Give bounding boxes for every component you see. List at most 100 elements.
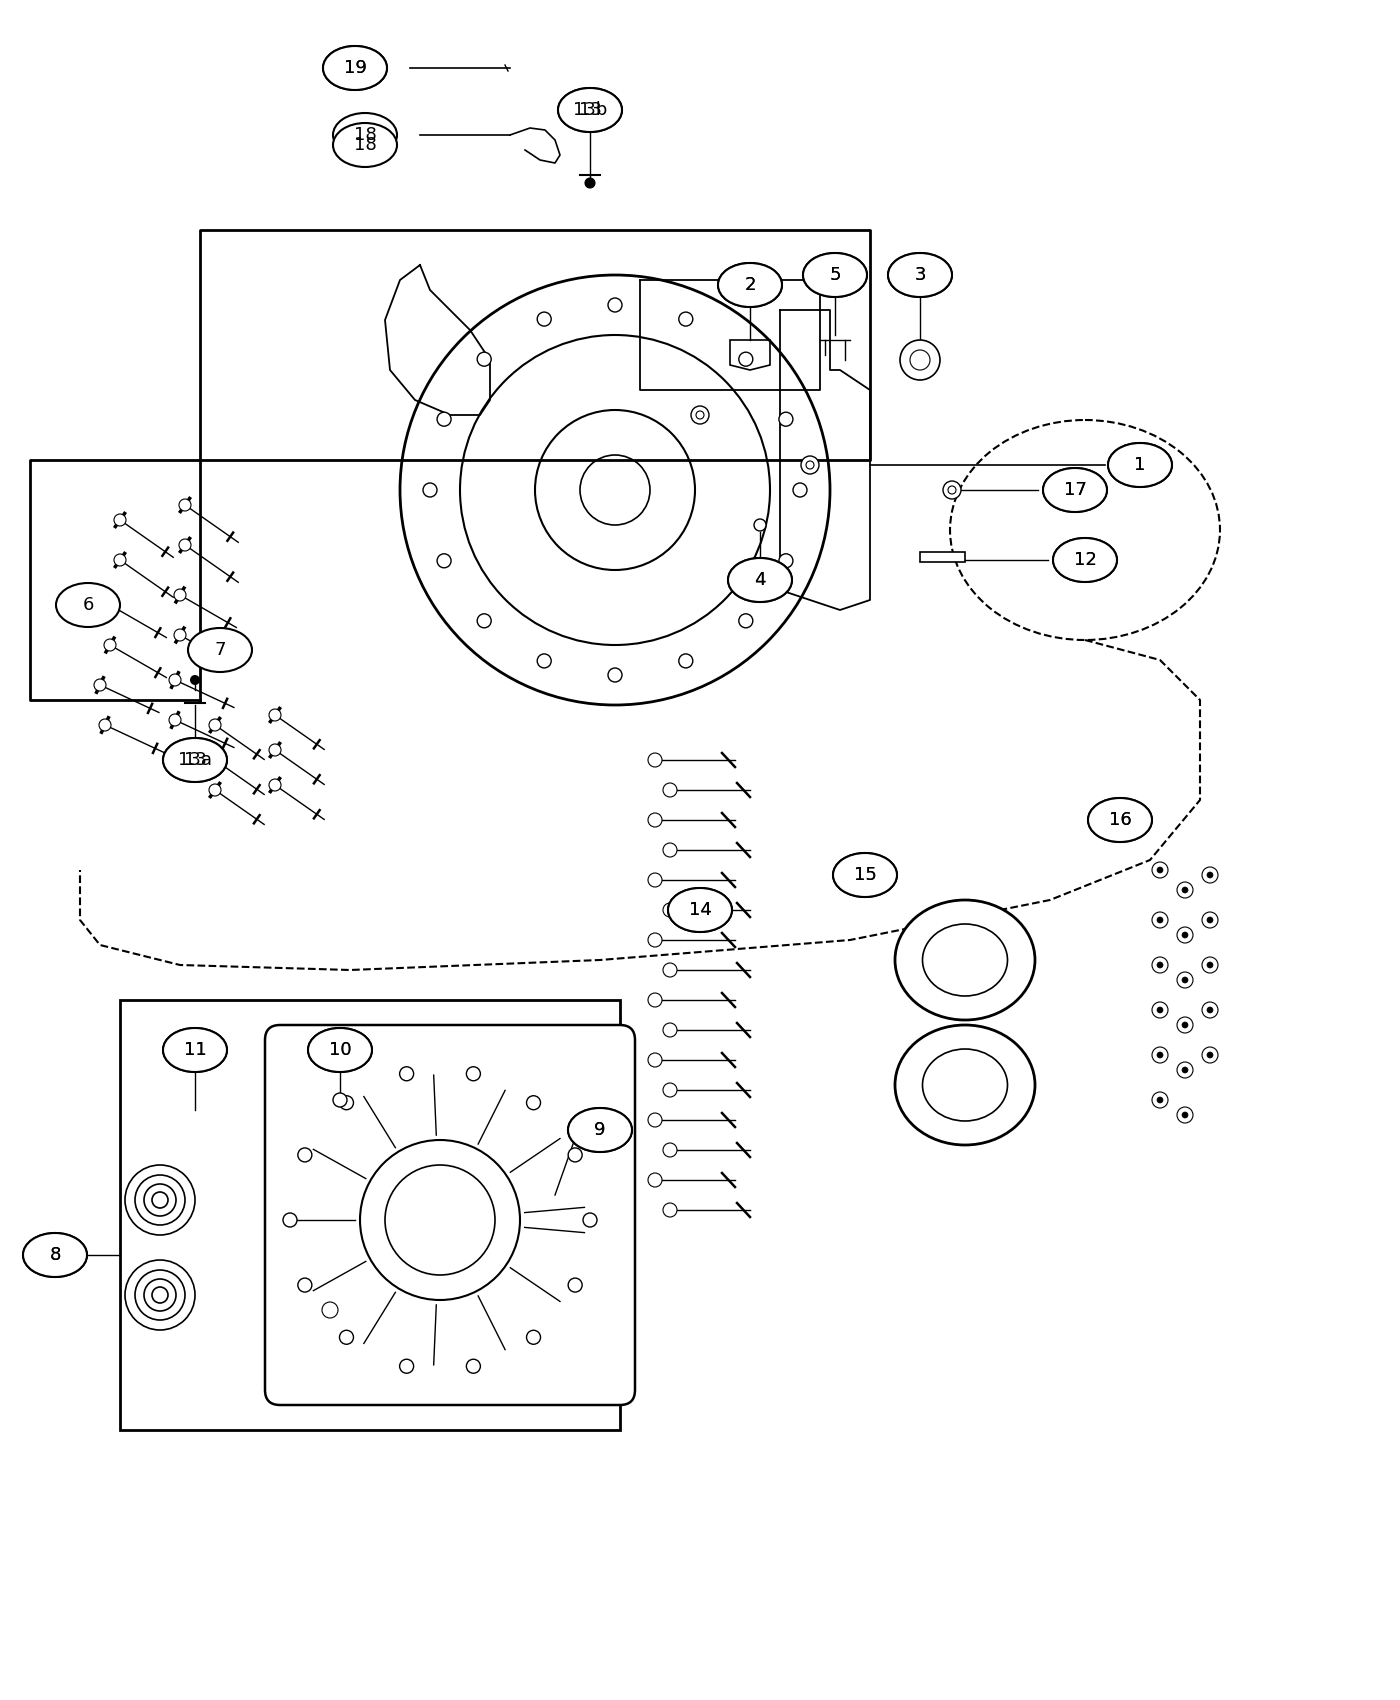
Circle shape xyxy=(466,1360,480,1374)
Circle shape xyxy=(664,784,678,797)
Bar xyxy=(120,1000,620,1430)
Text: 12: 12 xyxy=(1074,551,1096,570)
Circle shape xyxy=(269,779,281,790)
Circle shape xyxy=(269,745,281,756)
Ellipse shape xyxy=(728,558,792,602)
Circle shape xyxy=(339,1331,353,1345)
Text: 17: 17 xyxy=(1064,481,1086,500)
Text: 8: 8 xyxy=(49,1246,60,1265)
Circle shape xyxy=(153,1287,168,1302)
Circle shape xyxy=(1207,916,1212,923)
Ellipse shape xyxy=(559,88,622,133)
Text: 11: 11 xyxy=(183,1040,206,1059)
Circle shape xyxy=(1203,957,1218,972)
Circle shape xyxy=(298,1278,312,1292)
Ellipse shape xyxy=(1043,468,1107,512)
Circle shape xyxy=(385,1164,496,1275)
Circle shape xyxy=(437,411,451,427)
Ellipse shape xyxy=(728,558,792,602)
Circle shape xyxy=(94,678,106,690)
Circle shape xyxy=(104,598,116,610)
Text: 12: 12 xyxy=(1074,551,1096,570)
Text: 19: 19 xyxy=(343,60,367,76)
Ellipse shape xyxy=(162,1028,227,1073)
Ellipse shape xyxy=(833,853,897,898)
Circle shape xyxy=(1182,1112,1189,1119)
Circle shape xyxy=(664,1204,678,1217)
Circle shape xyxy=(1177,1017,1193,1034)
Text: 19: 19 xyxy=(343,60,367,76)
Ellipse shape xyxy=(162,738,227,782)
Ellipse shape xyxy=(22,1232,87,1277)
Circle shape xyxy=(104,639,116,651)
Circle shape xyxy=(568,1278,582,1292)
Circle shape xyxy=(648,1173,662,1187)
Circle shape xyxy=(477,352,491,366)
Ellipse shape xyxy=(308,1028,372,1073)
Circle shape xyxy=(1207,1006,1212,1013)
Circle shape xyxy=(169,714,181,726)
Circle shape xyxy=(174,629,186,641)
Circle shape xyxy=(664,843,678,857)
Circle shape xyxy=(1177,972,1193,988)
Circle shape xyxy=(283,1214,297,1227)
Circle shape xyxy=(1152,1047,1168,1062)
Ellipse shape xyxy=(22,1232,87,1277)
Circle shape xyxy=(692,406,708,423)
Circle shape xyxy=(1177,927,1193,944)
Circle shape xyxy=(648,753,662,767)
Text: 2: 2 xyxy=(745,275,756,294)
Ellipse shape xyxy=(568,1108,631,1153)
Circle shape xyxy=(1182,1068,1189,1073)
Circle shape xyxy=(399,1360,413,1374)
Circle shape xyxy=(423,483,437,496)
Ellipse shape xyxy=(308,1028,372,1073)
Circle shape xyxy=(806,461,813,469)
Text: 13: 13 xyxy=(578,100,602,119)
Circle shape xyxy=(1152,1091,1168,1108)
Text: 13a: 13a xyxy=(178,751,211,768)
Circle shape xyxy=(792,483,806,496)
Circle shape xyxy=(608,298,622,313)
Circle shape xyxy=(696,411,704,418)
Text: 10: 10 xyxy=(329,1040,351,1059)
Circle shape xyxy=(190,675,200,685)
Circle shape xyxy=(1182,977,1189,983)
Circle shape xyxy=(1203,1001,1218,1018)
Circle shape xyxy=(679,313,693,326)
Text: 14: 14 xyxy=(689,901,711,920)
Circle shape xyxy=(739,352,753,366)
Circle shape xyxy=(900,340,939,381)
Ellipse shape xyxy=(833,853,897,898)
Circle shape xyxy=(399,1068,413,1081)
Text: 15: 15 xyxy=(854,865,876,884)
Circle shape xyxy=(169,673,181,687)
Ellipse shape xyxy=(668,887,732,932)
Ellipse shape xyxy=(895,1025,1035,1146)
Circle shape xyxy=(269,709,281,721)
Ellipse shape xyxy=(804,253,867,298)
Circle shape xyxy=(648,813,662,826)
Text: 7: 7 xyxy=(214,641,225,660)
Circle shape xyxy=(1177,1107,1193,1124)
Circle shape xyxy=(1207,872,1212,877)
Circle shape xyxy=(538,654,552,668)
Ellipse shape xyxy=(718,264,783,308)
Text: 2: 2 xyxy=(745,275,756,294)
Ellipse shape xyxy=(333,122,398,167)
Circle shape xyxy=(648,993,662,1006)
Ellipse shape xyxy=(1053,537,1117,581)
Ellipse shape xyxy=(56,583,120,627)
Ellipse shape xyxy=(718,264,783,308)
Circle shape xyxy=(608,668,622,682)
Ellipse shape xyxy=(1053,537,1117,581)
Ellipse shape xyxy=(323,46,386,90)
Circle shape xyxy=(113,554,126,566)
Ellipse shape xyxy=(188,627,252,672)
Circle shape xyxy=(437,554,451,568)
Circle shape xyxy=(778,411,792,427)
Circle shape xyxy=(664,1023,678,1037)
Text: 6: 6 xyxy=(83,597,94,614)
Circle shape xyxy=(944,481,960,500)
Ellipse shape xyxy=(323,46,386,90)
